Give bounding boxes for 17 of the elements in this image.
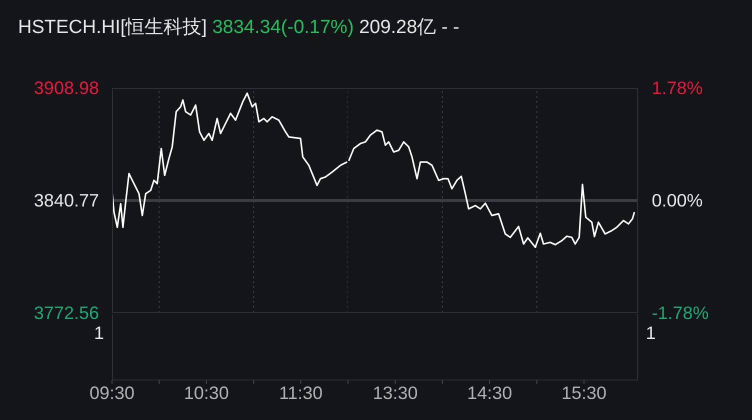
chart-title: HSTECH.HI[恒生科技] [18,17,207,38]
x-tick-label: 14:30 [467,382,512,403]
x-tick-label: 10:30 [184,382,229,403]
text: -1.78% [652,302,709,323]
y-tick-label: 3908.98 [34,78,99,98]
x-tick-label: 15:30 [561,382,606,403]
text: 0.00% [652,190,703,210]
chart-subtitle: 3834.34(-0.17%) [212,17,354,38]
x-tick-label: 11:30 [278,382,323,403]
text: 209.28亿 - - [359,17,460,38]
x-tick-label: 09:30 [89,382,135,403]
text: 1 [646,323,656,344]
text: 1 [94,323,104,344]
text: 1.78% [652,78,703,98]
x-tick-label: 13:30 [372,382,418,403]
y-tick-label: 3772.56 [34,303,99,323]
y-tick-label: 3840.77 [34,190,99,210]
